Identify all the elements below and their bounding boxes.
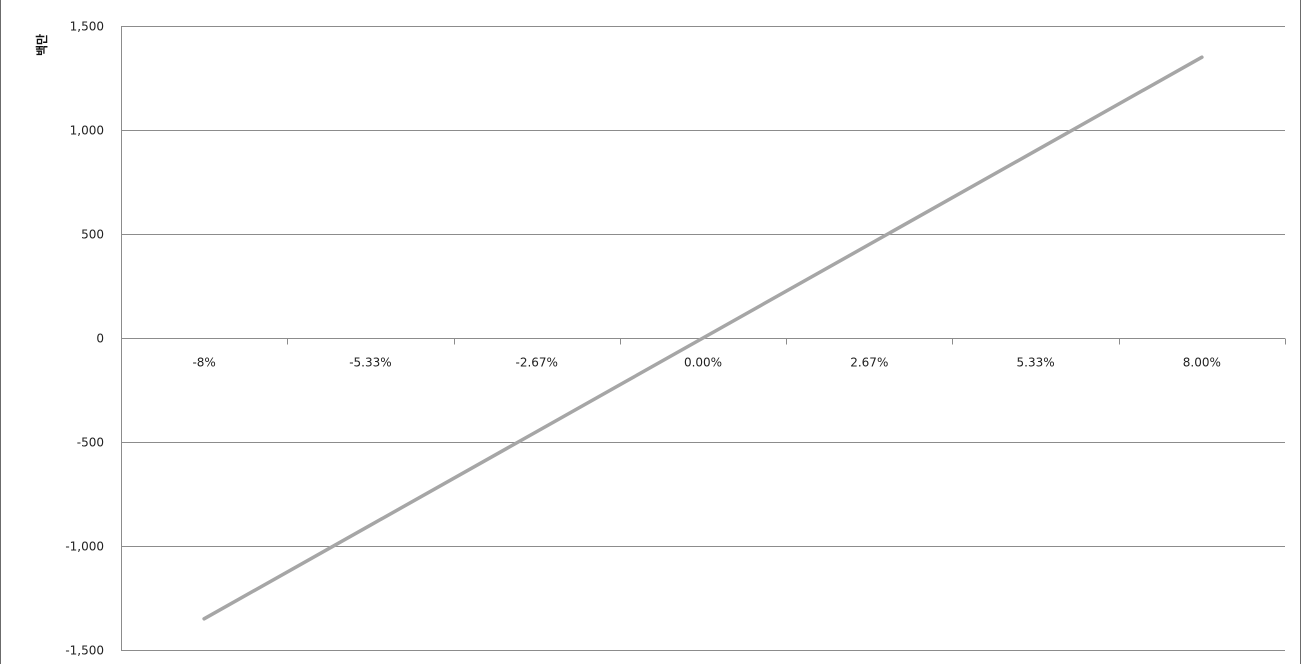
- x-tick-label: -2.67%: [515, 356, 557, 370]
- y-tick-label: 0: [96, 332, 104, 346]
- x-tick-label: 8.00%: [1183, 356, 1221, 370]
- x-axis: -8% -5.33% -2.67% 0.00% 2.67% 5.33% 8.00%: [121, 338, 1286, 370]
- x-tick-label: -8%: [192, 356, 215, 370]
- x-tick-label: 2.67%: [850, 356, 888, 370]
- y-tick-label: 1,000: [70, 124, 104, 138]
- gridlines: [121, 26, 1285, 651]
- y-axis-unit-label: 백만: [34, 34, 49, 56]
- y-tick-label: -1,000: [65, 540, 104, 554]
- x-tick-label: 5.33%: [1017, 356, 1055, 370]
- y-tick-label: 500: [81, 228, 104, 242]
- y-axis-labels: 1,500 1,000 500 0 -500 -1,000 -1,500: [65, 20, 104, 658]
- x-tick-label: 0.00%: [684, 356, 722, 370]
- y-tick-label: -500: [77, 436, 104, 450]
- y-tick-label: -1,500: [65, 644, 104, 658]
- x-tick-label: -5.33%: [349, 356, 391, 370]
- y-tick-label: 1,500: [70, 20, 104, 34]
- series-layer: [202, 55, 1204, 621]
